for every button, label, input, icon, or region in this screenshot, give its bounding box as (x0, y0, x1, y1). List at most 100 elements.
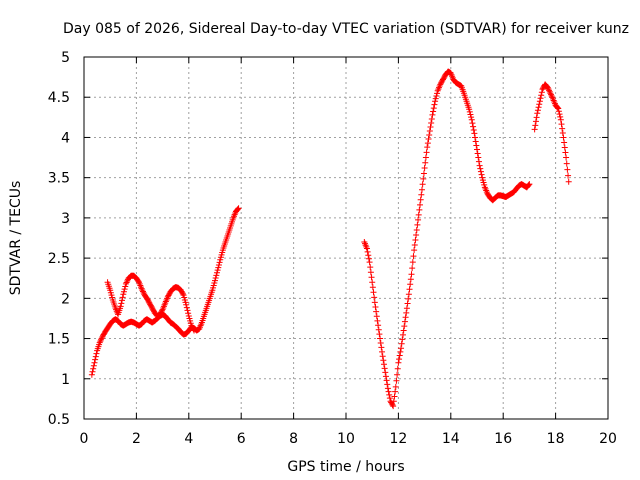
data-point-interp (385, 388, 392, 395)
data-point (468, 116, 475, 123)
data-point-interp (120, 288, 127, 295)
data-point (413, 226, 420, 233)
data-point (405, 291, 412, 298)
data-point-interp (412, 237, 419, 244)
data-point-interp (380, 361, 387, 368)
data-point (88, 371, 95, 378)
data-point-interp (375, 322, 382, 329)
y-tick-label: 4 (61, 130, 70, 146)
data-point-interp (381, 365, 388, 372)
data-point-interp (364, 248, 371, 255)
data-point (531, 126, 538, 133)
data-point (91, 359, 98, 366)
data-point (122, 280, 129, 287)
x-tick-label: 2 (132, 431, 141, 447)
data-point-interp (427, 123, 434, 130)
data-point-interp (216, 259, 223, 266)
x-tick-label: 0 (80, 431, 89, 447)
data-point-interp (89, 368, 96, 375)
y-axis-label: SDTVAR / TECUs (8, 181, 24, 296)
data-point-interp (92, 356, 99, 363)
data-point-interp (118, 300, 125, 307)
y-tick-label: 2.5 (48, 251, 70, 267)
x-tick-label: 4 (184, 431, 193, 447)
data-point-interp (467, 111, 474, 118)
data-point-interp (556, 111, 563, 118)
data-point-interp (559, 125, 566, 132)
data-point (384, 385, 391, 392)
data-point (424, 144, 431, 151)
data-point-interp (392, 388, 399, 395)
x-tick-label: 10 (337, 431, 355, 447)
data-point (421, 165, 428, 172)
x-tick-label: 14 (442, 431, 460, 447)
data-point-interp (422, 154, 429, 161)
data-point-interp (185, 310, 192, 317)
data-point (390, 403, 397, 410)
data-point (369, 279, 376, 286)
data-point-interp (215, 264, 222, 271)
data-point-interp (377, 339, 384, 346)
data-point-interp (417, 201, 424, 208)
data-point (418, 186, 425, 193)
data-point-interp (370, 289, 377, 296)
data-point-interp (426, 132, 433, 139)
data-point-interp (373, 308, 380, 315)
data-point-interp (548, 91, 555, 98)
data-point-interp (371, 294, 378, 301)
data-point (411, 247, 418, 254)
data-point-interp (466, 108, 473, 115)
data-point-interp (525, 181, 532, 188)
data-point-interp (409, 259, 416, 266)
data-point-interp (472, 138, 479, 145)
data-point-interp (398, 340, 405, 347)
data-point (474, 146, 480, 153)
data-point-interp (97, 338, 104, 345)
data-point (371, 299, 378, 306)
data-point-interp (391, 393, 398, 400)
data-point-interp (389, 401, 396, 408)
data-point-interp (382, 373, 389, 380)
data-point (363, 245, 370, 252)
data-point-interp (532, 122, 539, 129)
data-point-interp (474, 150, 481, 157)
data-point-interp (376, 331, 383, 338)
data-point-interp (418, 191, 425, 198)
x-tick-label: 20 (599, 431, 617, 447)
data-point-interp (406, 286, 413, 293)
data-point (547, 90, 554, 97)
data-point-interp (562, 149, 569, 156)
data-point-interp (420, 170, 427, 177)
y-tick-label: 3.5 (48, 171, 70, 187)
data-point-interp (373, 313, 380, 320)
data-point-interp (565, 172, 572, 179)
data-point (563, 154, 570, 161)
data-point (565, 178, 572, 185)
data-point (395, 359, 402, 366)
data-point-interp (473, 142, 480, 149)
data-point (374, 317, 381, 324)
data-point-interp (425, 136, 432, 143)
y-tick-label: 4.5 (48, 90, 70, 106)
data-point-interp (559, 130, 566, 137)
data-point-interp (555, 108, 562, 115)
data-point-interp (98, 335, 105, 342)
data-point-interp (379, 348, 386, 355)
data-point-interp (367, 269, 374, 276)
data-point (560, 134, 567, 141)
data-point-interp (546, 88, 553, 95)
data-point-interp (404, 300, 411, 307)
data-point-interp (212, 275, 219, 282)
data-point-interp (121, 286, 128, 293)
data-point-interp (534, 107, 541, 114)
data-point (466, 106, 473, 113)
data-point-interp (563, 160, 570, 167)
data-point-interp (413, 231, 420, 238)
data-point-interp (470, 123, 477, 130)
data-point-interp (533, 114, 540, 121)
data-point-interp (399, 331, 406, 338)
data-point (476, 162, 483, 169)
data-point-interp (422, 159, 429, 166)
data-point-interp (535, 104, 542, 111)
